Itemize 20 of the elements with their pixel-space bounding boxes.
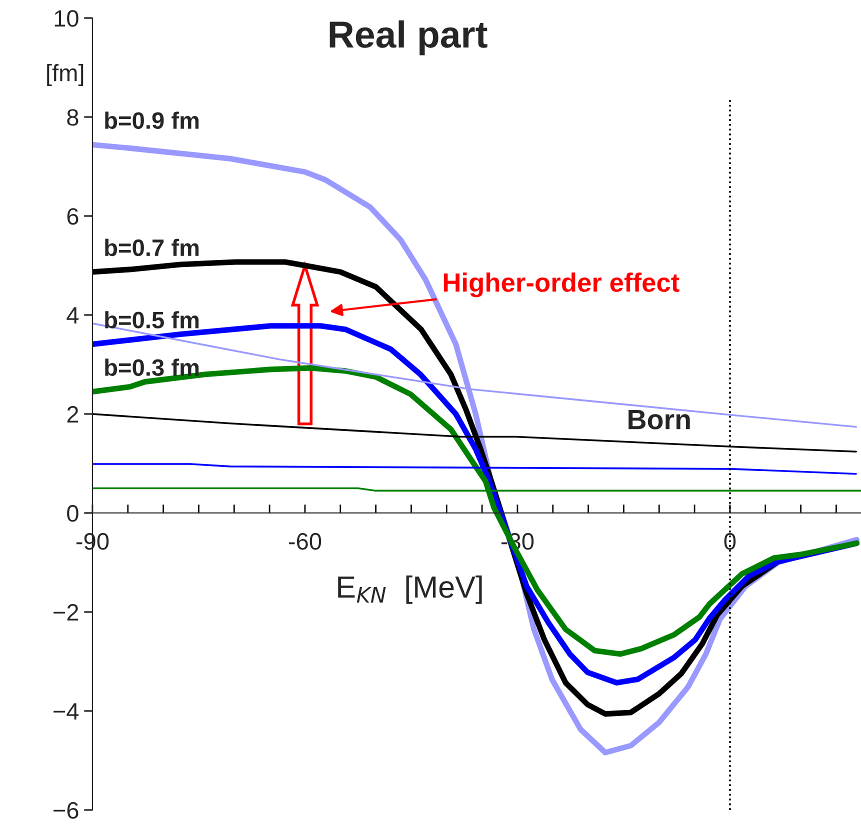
y-tick-label: 10 (54, 10, 78, 27)
annotation: Born (628, 410, 690, 430)
series-label: b=0.9 fm (105, 112, 199, 129)
y-tick-label: 0 (67, 505, 78, 522)
y-tick-label: −2 (54, 604, 78, 621)
series-label: b=0.5 fm (105, 311, 199, 328)
y-tick-label: 4 (66, 307, 79, 324)
x-tick-label: 0 (724, 533, 736, 550)
y-tick-label: 2 (67, 406, 78, 423)
y-axis-title: [fm] (47, 64, 84, 86)
x-tick-label: -60 (288, 533, 322, 550)
chart-title: Real part (330, 20, 488, 56)
y-tick-label: 8 (67, 109, 78, 126)
y-tick-label: −6 (54, 802, 78, 819)
series-label: b=0.7 fm (105, 238, 199, 256)
x-axis-title: E$_{KN}$ [MeV] (338, 575, 482, 604)
y-tick-label: 6 (67, 208, 78, 225)
series-label: b=0.3 fm (105, 358, 199, 376)
annotation: Higher-order effect (444, 272, 680, 298)
y-tick-label: −4 (54, 703, 79, 720)
